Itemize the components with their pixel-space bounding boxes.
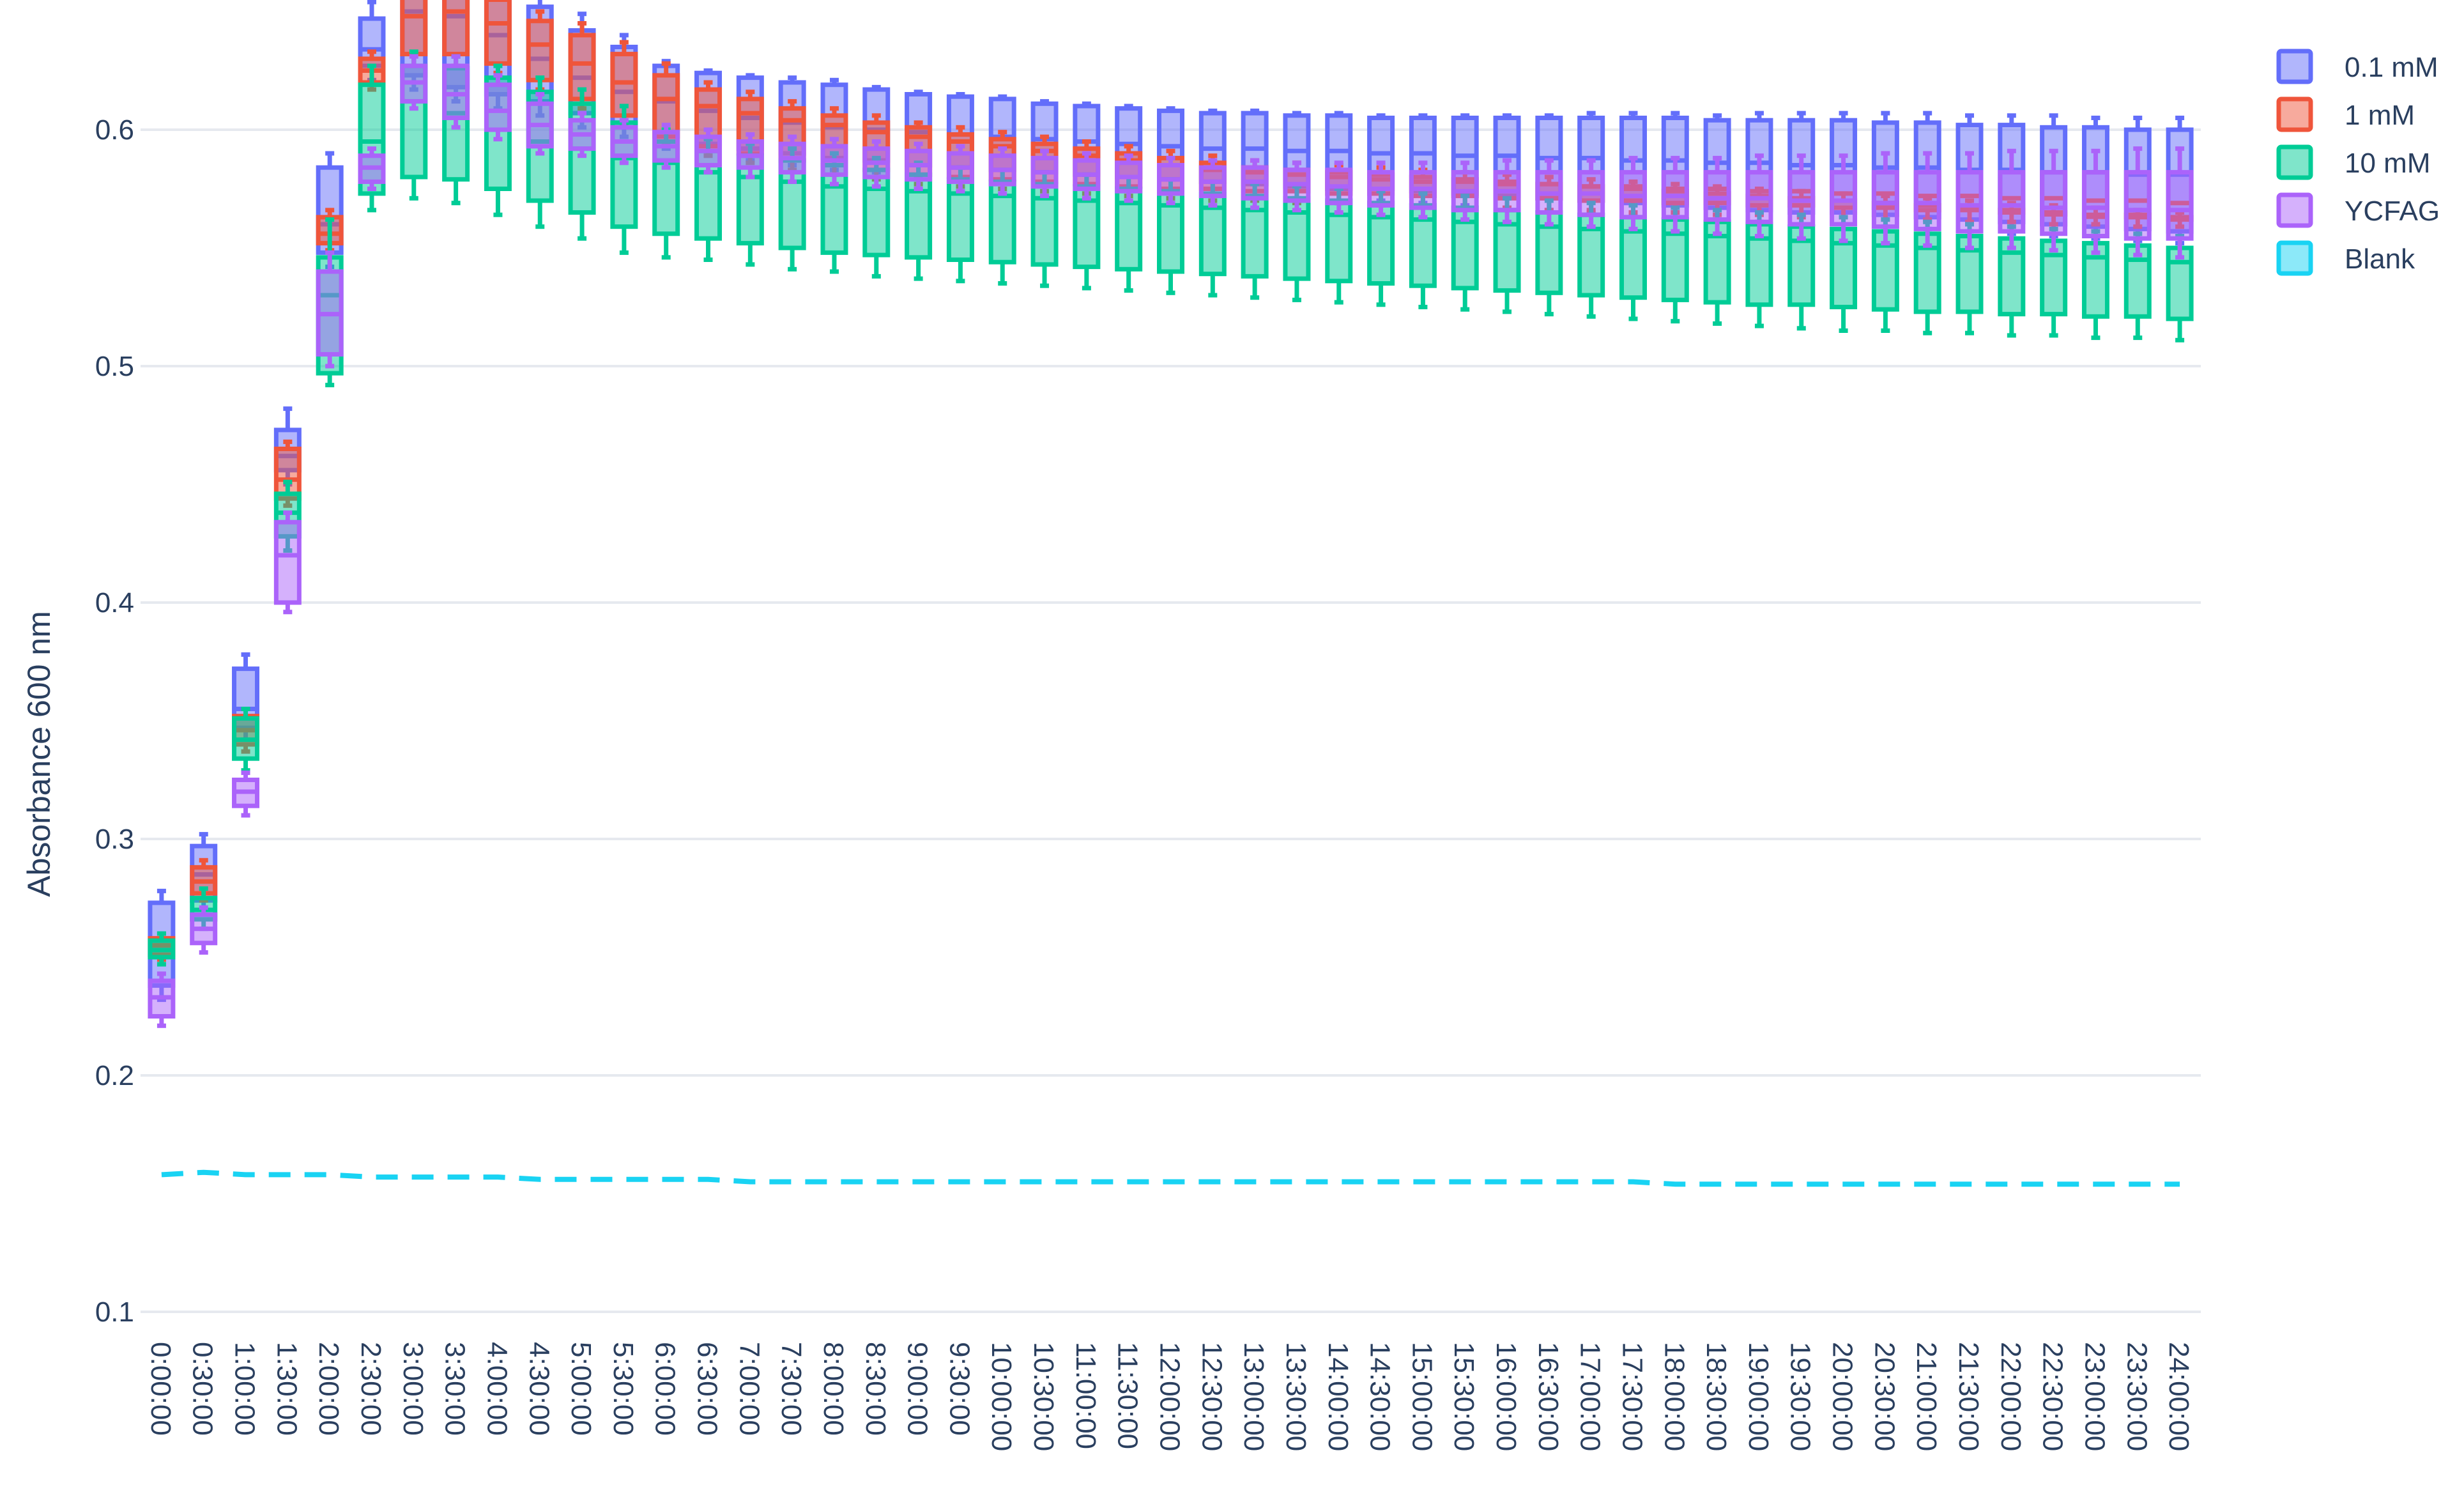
- x-tick-label: 18:00:00: [1658, 1342, 1690, 1451]
- legend-label: Blank: [2345, 243, 2415, 275]
- x-tick-label: 3:30:00: [440, 1342, 471, 1436]
- x-tick-label: 14:30:00: [1365, 1342, 1396, 1451]
- y-axis-title: Absorbance 600 nm: [21, 611, 57, 897]
- legend-item[interactable]: YCFAG: [2276, 192, 2440, 228]
- x-tick-label: 12:30:00: [1196, 1342, 1227, 1451]
- blank-line-layer: [161, 1169, 2180, 1187]
- x-tick-label: 13:00:00: [1238, 1342, 1269, 1451]
- x-tick-label: 0:00:00: [145, 1342, 176, 1436]
- legend-swatch: [2276, 240, 2313, 276]
- y-tick-label: 0.5: [95, 351, 134, 382]
- x-tick-label: 19:30:00: [1785, 1342, 1816, 1451]
- legend-item[interactable]: Blank: [2276, 240, 2415, 276]
- y-axis: 0.1 0.2 0.3 0.4 0.5 0.6: [95, 114, 134, 1328]
- x-tick-label: 1:00:00: [229, 1342, 261, 1436]
- x-tick-label: 1:30:00: [271, 1342, 302, 1436]
- x-tick-label: 16:00:00: [1490, 1342, 1522, 1451]
- x-tick-label: 12:00:00: [1154, 1342, 1186, 1451]
- x-tick-label: 4:30:00: [523, 1342, 555, 1436]
- x-tick-label: 7:00:00: [733, 1342, 765, 1436]
- legend-label: 1 mM: [2345, 100, 2415, 131]
- x-tick-label: 17:30:00: [1616, 1342, 1648, 1451]
- x-tick-label: 22:30:00: [2037, 1342, 2069, 1451]
- box: [400, 0, 428, 57]
- x-tick-label: 6:00:00: [650, 1342, 681, 1436]
- x-tick-label: 24:00:00: [2163, 1342, 2194, 1451]
- x-tick-label: 10:30:00: [1028, 1342, 1059, 1451]
- x-tick-label: 18:30:00: [1701, 1342, 1732, 1451]
- legend-swatch: [2276, 96, 2313, 132]
- x-tick-label: 4:00:00: [481, 1342, 512, 1436]
- legend-label: 0.1 mM: [2345, 52, 2438, 83]
- box: [1998, 170, 2026, 234]
- legend-label: 10 mM: [2345, 148, 2430, 179]
- x-tick-label: 22:00:00: [1995, 1342, 2026, 1451]
- box: [1871, 170, 1899, 229]
- y-tick-label: 0.6: [95, 114, 134, 146]
- legend[interactable]: 0.1 mM 1 mM 10 mM YCFAG Blank: [2276, 49, 2440, 276]
- x-tick-label: 2:00:00: [313, 1342, 344, 1436]
- box: [442, 0, 470, 57]
- x-tick-label: 8:00:00: [818, 1342, 849, 1436]
- legend-swatch: [2276, 49, 2313, 84]
- y-tick-label: 0.2: [95, 1060, 134, 1091]
- box: [273, 519, 302, 605]
- x-tick-label: 8:30:00: [860, 1342, 891, 1436]
- box: [484, 82, 512, 132]
- series-blank-line: [161, 1169, 2180, 1187]
- x-tick-label: 6:30:00: [692, 1342, 723, 1436]
- box: [1955, 170, 1984, 234]
- legend-swatch: [2276, 192, 2313, 228]
- legend-item[interactable]: 0.1 mM: [2276, 49, 2438, 84]
- x-tick-label: 21:30:00: [1953, 1342, 1984, 1451]
- legend-label: YCFAG: [2345, 196, 2440, 227]
- x-tick-label: 11:00:00: [1070, 1342, 1101, 1449]
- x-tick-label: 14:00:00: [1322, 1342, 1354, 1451]
- box: [1830, 170, 1858, 227]
- box: [442, 63, 470, 120]
- box: [2166, 170, 2194, 241]
- x-tick-label: 9:00:00: [902, 1342, 933, 1436]
- x-tick-label: 5:30:00: [608, 1342, 639, 1436]
- legend-swatch: [2276, 144, 2313, 180]
- x-tick-label: 13:30:00: [1280, 1342, 1312, 1451]
- box: [1703, 170, 1731, 222]
- x-tick-label: 15:30:00: [1448, 1342, 1480, 1451]
- x-tick-label: 20:30:00: [1869, 1342, 1900, 1451]
- x-tick-label: 3:00:00: [397, 1342, 429, 1436]
- x-tick-label: 17:00:00: [1575, 1342, 1606, 1451]
- box: [1787, 170, 1816, 227]
- x-tick-label: 16:30:00: [1533, 1342, 1564, 1451]
- box: [484, 0, 512, 66]
- x-tick-label: 5:00:00: [565, 1342, 597, 1436]
- box: [1913, 170, 1941, 231]
- x-tick-label: 7:30:00: [776, 1342, 807, 1436]
- x-tick-label: 23:30:00: [2121, 1342, 2152, 1451]
- x-axis: 0:00:00 0:30:00 1:00:00 1:30:00 2:00:00 2:30:…: [145, 1342, 2194, 1451]
- box: [526, 19, 554, 82]
- x-tick-label: 2:30:00: [355, 1342, 386, 1436]
- x-tick-label: 15:00:00: [1406, 1342, 1437, 1451]
- box: [2081, 170, 2109, 239]
- x-tick-label: 0:30:00: [187, 1342, 218, 1436]
- y-tick-label: 0.3: [95, 824, 134, 855]
- x-tick-label: 20:00:00: [1827, 1342, 1858, 1451]
- legend-item[interactable]: 1 mM: [2276, 96, 2415, 132]
- box-plots: [148, 0, 2194, 1028]
- x-tick-label: 10:00:00: [986, 1342, 1017, 1451]
- box: [2040, 170, 2068, 236]
- y-tick-label: 0.4: [95, 587, 134, 619]
- x-tick-label: 23:00:00: [2079, 1342, 2110, 1451]
- x-tick-label: 19:00:00: [1743, 1342, 1774, 1451]
- x-tick-label: 9:30:00: [944, 1342, 975, 1436]
- legend-item[interactable]: 10 mM: [2276, 144, 2430, 180]
- series-ycfag: [148, 54, 2194, 1028]
- x-tick-label: 11:30:00: [1112, 1342, 1144, 1449]
- x-tick-label: 21:00:00: [1911, 1342, 1942, 1451]
- y-tick-label: 0.1: [95, 1296, 134, 1328]
- box: [2123, 170, 2152, 241]
